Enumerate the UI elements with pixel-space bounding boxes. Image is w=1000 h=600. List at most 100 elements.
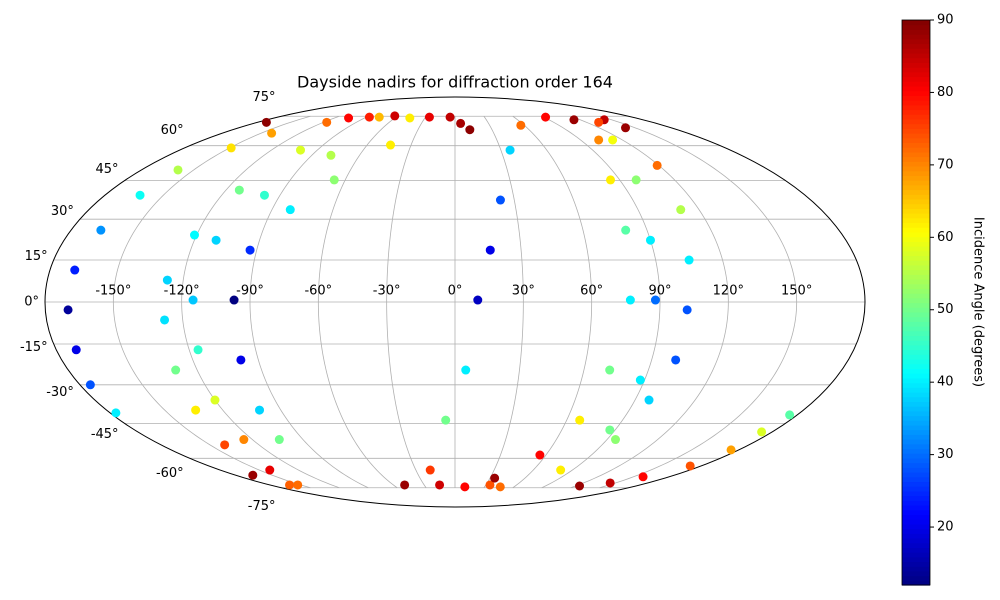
colorbar-segment: [902, 462, 930, 468]
colorbar-segment: [902, 156, 930, 162]
colorbar-segment: [902, 151, 930, 158]
colorbar-segment: [902, 344, 930, 351]
colorbar-segment: [902, 542, 930, 548]
data-point: [386, 140, 396, 150]
colorbar-segment: [902, 528, 930, 534]
colorbar-segment: [902, 537, 930, 544]
colorbar-segment: [902, 189, 930, 195]
data-point: [556, 465, 566, 475]
colorbar-segment: [902, 57, 930, 63]
data-point: [229, 295, 239, 305]
data-point: [671, 355, 681, 365]
y-tick-label: 0°: [24, 295, 39, 310]
data-point: [70, 265, 80, 275]
y-tick-label: 45°: [96, 162, 119, 177]
colorbar-segment: [902, 429, 930, 435]
data-point: [405, 113, 415, 123]
colorbar-segment: [902, 406, 930, 412]
colorbar-segment: [902, 43, 930, 49]
colorbar-segment: [902, 29, 930, 35]
colorbar-tick-label: 90: [937, 13, 954, 28]
tick-labels: -150° -120° -90° -60° -30° 0° 30° 60° 90° 120° 150…: [20, 90, 812, 514]
colorbar-segment: [902, 260, 930, 266]
data-point: [248, 470, 258, 480]
colorbar-segment: [902, 472, 930, 478]
colorbar-segment: [902, 476, 930, 483]
colorbar-segment: [902, 180, 930, 186]
data-point: [326, 150, 336, 160]
data-point: [684, 255, 694, 265]
x-tick-label: 90°: [648, 284, 671, 299]
data-point: [605, 425, 615, 435]
colorbar-segment: [902, 330, 930, 337]
colorbar-tick-label: 50: [937, 302, 954, 317]
colorbar-segment: [902, 76, 930, 82]
data-point: [329, 175, 339, 185]
colorbar-segment: [902, 100, 930, 106]
data-point: [625, 295, 635, 305]
colorbar-segment: [902, 368, 930, 374]
colorbar-segment: [902, 236, 930, 242]
colorbar-segment: [902, 396, 930, 402]
colorbar-segment: [902, 500, 930, 506]
y-tick-label: 75°: [252, 90, 275, 105]
colorbar-segment: [902, 208, 930, 214]
colorbar-segment: [902, 170, 930, 176]
y-tick-label: -60°: [156, 466, 184, 481]
colorbar-segment: [902, 302, 930, 308]
data-point: [85, 380, 95, 390]
colorbar-frame: [901, 19, 931, 586]
data-point: [259, 190, 269, 200]
data-point: [456, 118, 466, 128]
colorbar-segment: [902, 415, 930, 421]
colorbar-segment: [902, 123, 930, 129]
colorbar-segment: [902, 547, 930, 553]
colorbar-segment: [902, 533, 930, 539]
data-point: [274, 435, 284, 445]
colorbar-segment: [902, 481, 930, 487]
colorbar: 20 30 40 50 60 70 80 90: [901, 13, 954, 586]
colorbar-segment: [902, 363, 930, 370]
x-tick-label: -60°: [304, 284, 332, 299]
colorbar-segment: [902, 114, 930, 120]
data-point: [162, 275, 172, 285]
data-point: [63, 305, 73, 315]
data-point: [460, 482, 470, 492]
data-point: [390, 111, 400, 121]
data-point: [445, 112, 455, 122]
data-point: [424, 112, 434, 122]
data-point: [644, 395, 654, 405]
y-tick-label: -45°: [91, 427, 119, 442]
data-point: [255, 405, 265, 415]
colorbar-segment: [902, 203, 930, 209]
data-point: [594, 135, 604, 145]
data-point: [685, 461, 695, 471]
colorbar-segment: [902, 288, 930, 294]
x-tick-label: 150°: [781, 284, 812, 299]
colorbar-segment: [902, 62, 930, 68]
colorbar-segment: [902, 420, 930, 426]
colorbar-segment: [902, 85, 930, 92]
colorbar-segment: [902, 283, 930, 289]
colorbar-segment: [902, 227, 930, 233]
colorbar-segment: [902, 410, 930, 417]
points: [63, 111, 795, 492]
data-point: [645, 235, 655, 245]
data-point: [635, 375, 645, 385]
data-point: [267, 128, 277, 138]
data-point: [71, 345, 81, 355]
data-point: [608, 135, 618, 145]
colorbar-segment: [902, 307, 930, 313]
colorbar-segment: [902, 552, 930, 558]
data-point: [220, 440, 230, 450]
colorbar-segment: [902, 165, 930, 172]
data-point: [516, 120, 526, 130]
data-point: [485, 245, 495, 255]
colorbar-segment: [902, 278, 930, 285]
chart-title: Dayside nadirs for diffraction order 164: [297, 73, 613, 92]
colorbar-segment: [902, 575, 930, 581]
x-tick-label: 30°: [512, 284, 535, 299]
colorbar-segment: [902, 147, 930, 153]
y-tick-label: -75°: [248, 499, 276, 514]
colorbar-segment: [902, 349, 930, 355]
